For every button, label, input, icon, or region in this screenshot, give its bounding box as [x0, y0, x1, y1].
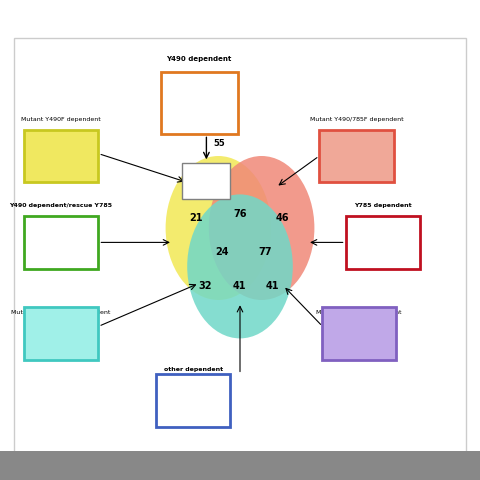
Text: other dependent: other dependent: [164, 367, 223, 372]
Text: 41: 41: [266, 281, 279, 290]
FancyBboxPatch shape: [14, 38, 466, 470]
Ellipse shape: [166, 156, 271, 300]
Ellipse shape: [209, 156, 314, 300]
Text: 32: 32: [198, 281, 212, 290]
Text: 41: 41: [232, 281, 246, 290]
Text: 24: 24: [215, 247, 228, 257]
Text: Mutant Y490/785F independent: Mutant Y490/785F independent: [11, 310, 111, 314]
Text: 46: 46: [276, 214, 289, 223]
Text: 76: 76: [214, 169, 225, 179]
Text: Mutant Y490F independent: Mutant Y490F independent: [316, 310, 402, 314]
Bar: [0, 451, 480, 480]
Text: Mutant Y490/785F dependent: Mutant Y490/785F dependent: [310, 118, 404, 122]
Text: 55: 55: [214, 139, 225, 148]
Text: 77: 77: [259, 247, 272, 257]
Text: 21: 21: [189, 214, 203, 223]
Text: Y490 dependent: Y490 dependent: [167, 56, 232, 62]
Text: Y785 dependent: Y785 dependent: [354, 204, 412, 208]
Ellipse shape: [187, 194, 293, 338]
Text: Y490 dependent/rescue Y785: Y490 dependent/rescue Y785: [10, 204, 112, 208]
Text: 76: 76: [233, 209, 247, 218]
Text: Mutant Y490F dependent: Mutant Y490F dependent: [21, 118, 101, 122]
